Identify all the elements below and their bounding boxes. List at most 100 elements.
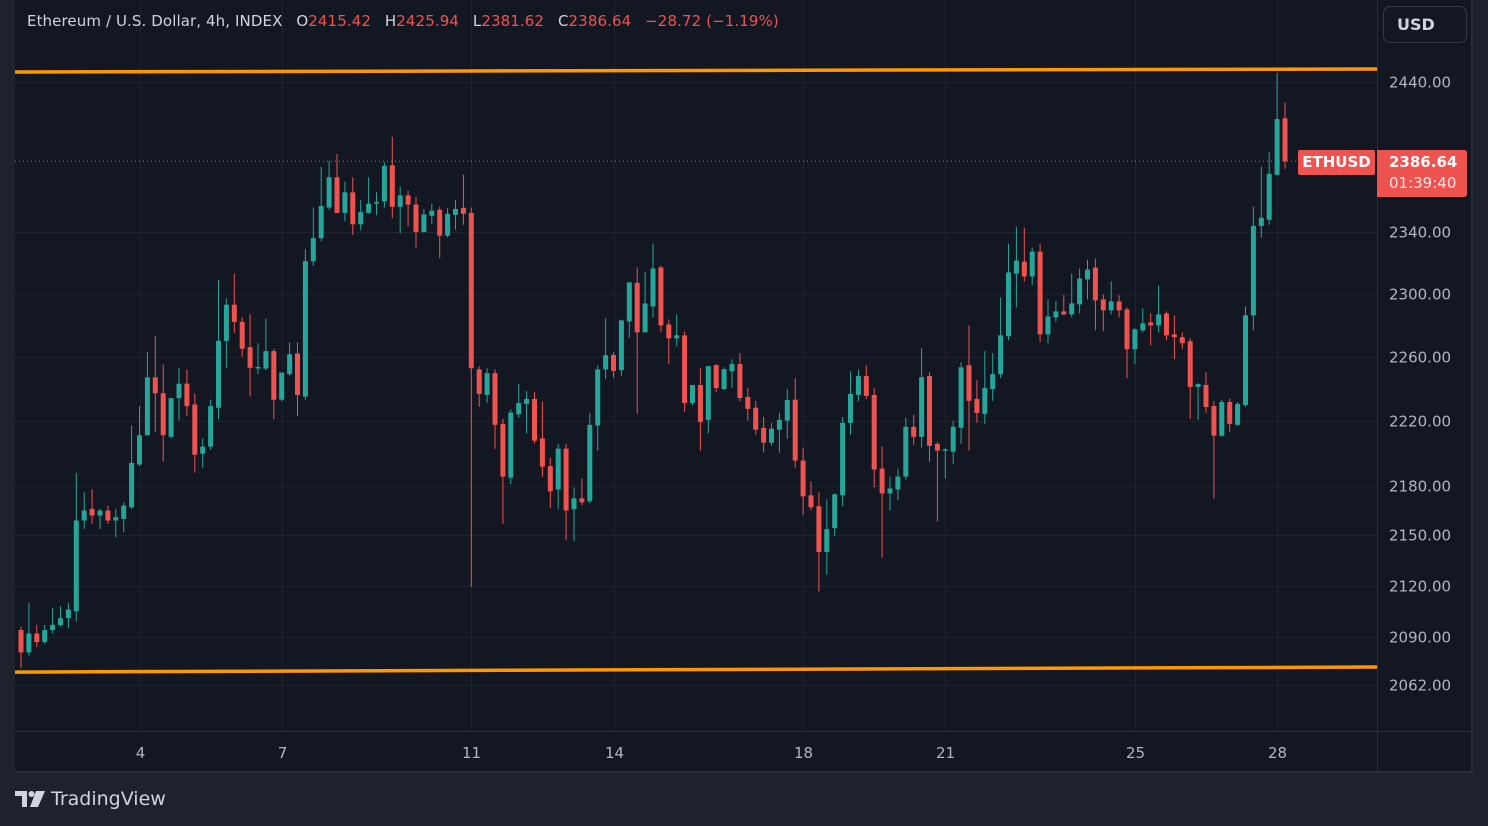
candle-up — [990, 353, 996, 401]
candle-body — [1029, 251, 1035, 277]
candle-up — [429, 203, 435, 224]
candle-body — [911, 426, 917, 437]
candle-body — [611, 355, 616, 371]
candle-up — [998, 297, 1004, 379]
price-tick-label: 2180.00 — [1389, 478, 1451, 496]
currency-button[interactable]: USD — [1383, 6, 1467, 43]
candle-body — [50, 624, 56, 631]
candle-up — [484, 368, 490, 403]
candle-body — [642, 303, 648, 333]
candle-down — [34, 624, 40, 648]
candle-body — [160, 393, 166, 436]
candle-down — [500, 419, 506, 524]
candle-body — [871, 394, 877, 470]
tradingview-logo[interactable]: TradingView — [15, 788, 166, 810]
candle-up — [279, 372, 285, 402]
candle-body — [855, 376, 861, 395]
candle-up — [453, 199, 458, 230]
time-tick-label: 28 — [1268, 744, 1287, 762]
candle-body — [998, 335, 1004, 375]
tradingview-logo-text: TradingView — [51, 788, 166, 810]
candle-down — [192, 393, 198, 473]
low-value: 2381.62 — [481, 12, 545, 30]
trendline[interactable] — [14, 67, 1378, 74]
candle-down — [697, 368, 703, 451]
candle-body — [1274, 119, 1280, 175]
candle-down — [579, 478, 585, 506]
candle-body — [958, 367, 964, 428]
candle-body — [974, 398, 980, 413]
candle-up — [769, 422, 774, 446]
candle-body — [255, 366, 261, 369]
candle-body — [563, 448, 569, 511]
candle-body — [1013, 260, 1019, 274]
open-label: O — [296, 12, 309, 30]
time-tick-label: 18 — [794, 744, 813, 762]
candle-up — [263, 318, 269, 371]
candle-body — [887, 488, 893, 494]
candle-up — [508, 409, 514, 485]
candle-down — [1203, 372, 1209, 413]
candle-body — [895, 476, 901, 490]
price-axis[interactable]: 2440.00 2340.00 2300.00 2260.00 2220.00 2180.… — [1389, 74, 1451, 695]
symbol-price-label: ETHUSD — [1298, 150, 1375, 175]
candle-body — [381, 165, 387, 202]
candle-body — [247, 347, 253, 368]
candle-body — [729, 364, 735, 372]
candle-body — [1243, 315, 1248, 406]
candle-up — [555, 443, 561, 510]
candles — [18, 72, 1288, 668]
candle-down — [1100, 294, 1106, 332]
candle-body — [366, 203, 372, 213]
candle-body — [674, 335, 680, 339]
candle-body — [453, 208, 458, 215]
candle-down — [460, 174, 466, 225]
candle-body — [1235, 403, 1241, 425]
time-axis[interactable]: 4 7 11 14 18 21 25 28 — [136, 744, 1287, 762]
candle-body — [184, 383, 190, 407]
candle-down — [934, 441, 940, 522]
candle-body — [784, 399, 790, 421]
candle-up — [982, 351, 988, 424]
candle-up — [674, 314, 680, 347]
candle-body — [1092, 267, 1098, 301]
candle-body — [840, 422, 846, 496]
candle-body — [587, 424, 593, 502]
candle-up — [729, 359, 735, 389]
candle-body — [1140, 323, 1146, 331]
candle-body — [1227, 401, 1233, 424]
candle-up — [855, 369, 861, 402]
candle-up — [42, 624, 48, 644]
candle-down — [816, 492, 822, 592]
candle-up — [950, 420, 956, 464]
candle-body — [966, 365, 972, 401]
candle-down — [1164, 311, 1169, 341]
candle-up — [121, 502, 127, 533]
candle-body — [713, 365, 719, 389]
trendline[interactable] — [14, 665, 1378, 674]
candle-down — [808, 481, 814, 511]
candle-body — [318, 206, 324, 239]
candle-down — [334, 153, 340, 213]
candle-body — [753, 407, 759, 430]
candle-body — [358, 212, 364, 225]
chart-panel[interactable] — [15, 0, 1473, 773]
candle-body — [595, 369, 601, 426]
candle-body — [1006, 272, 1011, 337]
candle-down — [966, 325, 972, 451]
candle-body — [216, 340, 221, 408]
candle-body — [1116, 301, 1122, 311]
change-value: −28.72 (−1.19%) — [645, 12, 779, 30]
candle-up — [1045, 299, 1051, 344]
trendlines[interactable] — [14, 67, 1378, 674]
candle-up — [200, 438, 206, 468]
candle-down — [1282, 102, 1288, 169]
candle-up — [129, 425, 135, 509]
candle-down — [1171, 315, 1177, 360]
candle-down — [1037, 243, 1043, 343]
candle-up — [287, 342, 293, 376]
candle-body — [326, 177, 332, 208]
candle-up — [445, 207, 451, 238]
candle-body — [287, 354, 293, 375]
